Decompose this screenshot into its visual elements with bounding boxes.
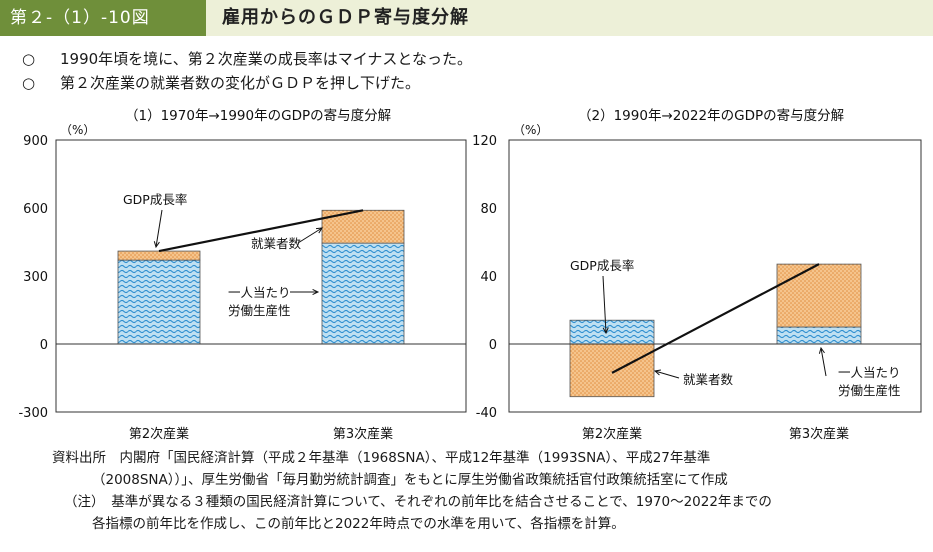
chart-title: （2）1990年→2022年のGDPの寄与度分解 xyxy=(578,107,844,124)
gdp-growth-line xyxy=(611,263,820,374)
bar-productivity xyxy=(117,259,201,345)
annotation-gdp-growth: GDP成長率 xyxy=(123,192,187,207)
annotation-gdp-arrow xyxy=(602,275,607,334)
annotation-gdp-growth: GDP成長率 xyxy=(570,258,634,273)
source-line-1: 資料出所 内閣府「国民経済計算（平成２年基準（1968SNA）、平成12年基準（… xyxy=(52,450,711,466)
annotation-gdp-arrow xyxy=(155,209,163,248)
annotation-employment-arrow-head xyxy=(653,369,661,376)
gdp-growth-line xyxy=(158,209,364,253)
annotation-productivity-2: 労働生産性 xyxy=(228,303,291,318)
annotation-productivity-1: 一人当たり xyxy=(228,285,291,300)
bullet-circle-icon: ○ xyxy=(22,74,36,92)
figure-title: 雇用からのＧＤＰ寄与度分解 xyxy=(222,7,469,28)
y-tick-label: 900 xyxy=(23,134,48,149)
annotation-productivity-arrow-head xyxy=(818,346,825,354)
x-category-label: 第3次産業 xyxy=(333,426,393,442)
chart-title: （1）1970年→1990年のGDPの寄与度分解 xyxy=(125,107,391,124)
bar-employment xyxy=(569,343,655,398)
annotation-gdp-arrow-head xyxy=(602,327,609,335)
figure-number: 第２-（1）-10図 xyxy=(0,0,206,36)
annotation-productivity-2: 労働生産性 xyxy=(838,383,901,398)
plot-frame xyxy=(55,139,467,413)
summary-point-1: ○ 1990年頃を境に、第２次産業の成長率はマイナスとなった。 xyxy=(22,49,472,69)
annotation-productivity-arrow-head xyxy=(312,288,320,296)
charts-area: （1）1970年→1990年のGDPの寄与度分解 （%） 900 600 300 0 -30… xyxy=(18,107,922,442)
annotation-productivity-arrow xyxy=(820,347,827,377)
bar-productivity xyxy=(776,326,862,345)
y-tick-label: 0 xyxy=(40,338,48,353)
source-line-2: （2008SNA））」、厚生労働省「毎月勤労統計調査」をもとに厚生労働省政策統括… xyxy=(92,472,728,488)
bar-productivity xyxy=(321,242,405,345)
note-line-1: （注） 基準が異なる３種類の国民経済計算について、それぞれの前年比を結合させるこ… xyxy=(64,494,772,510)
x-category-label: 第3次産業 xyxy=(789,426,849,442)
bar-employment xyxy=(117,250,201,261)
chart-panel-2: （2）1990年→2022年のGDPの寄与度分解 （%） 120 80 40 0 -40 第2… xyxy=(472,107,922,442)
y-tick-label: 300 xyxy=(23,270,48,285)
summary-point-2: ○ 第２次産業の就業者数の変化がＧＤＰを押し下げた。 xyxy=(22,73,420,93)
y-tick-label: 120 xyxy=(472,134,497,149)
bar-employment xyxy=(776,263,862,328)
y-unit-label: （%） xyxy=(60,123,95,137)
summary-text-1: 1990年頃を境に、第２次産業の成長率はマイナスとなった。 xyxy=(60,50,472,68)
chart-panel-1: （1）1970年→1990年のGDPの寄与度分解 （%） 900 600 300 0 -30… xyxy=(18,107,467,442)
note-line-2: 各指標の前年比を作成し、この前年比と2022年時点での水準を用いて、各指標を計算… xyxy=(92,516,625,532)
x-category-label: 第2次産業 xyxy=(129,426,189,442)
annotation-employment-arrow-head xyxy=(315,227,323,234)
y-tick-label: 40 xyxy=(480,270,497,285)
summary-text-2: 第２次産業の就業者数の変化がＧＤＰを押し下げた。 xyxy=(60,74,421,92)
y-tick-label: 600 xyxy=(23,202,48,217)
y-tick-label: -300 xyxy=(18,406,48,421)
y-unit-label: （%） xyxy=(513,123,548,137)
annotation-productivity-1: 一人当たり xyxy=(838,365,901,380)
bar-productivity xyxy=(569,319,655,345)
annotation-employment: 就業者数 xyxy=(683,372,734,387)
figure-header: 第２-（1）-10図 雇用からのＧＤＰ寄与度分解 xyxy=(0,0,933,36)
bullet-circle-icon: ○ xyxy=(22,50,36,68)
y-tick-label: 0 xyxy=(489,338,497,353)
y-tick-label: -40 xyxy=(476,406,497,421)
annotation-employment-arrow xyxy=(297,227,323,244)
x-category-label: 第2次産業 xyxy=(582,426,642,442)
annotation-employment-arrow xyxy=(654,370,680,379)
annotation-gdp-arrow-head xyxy=(153,241,160,249)
annotation-employment: 就業者数 xyxy=(251,236,302,251)
plot-frame xyxy=(508,139,922,413)
y-tick-label: 80 xyxy=(480,202,497,217)
